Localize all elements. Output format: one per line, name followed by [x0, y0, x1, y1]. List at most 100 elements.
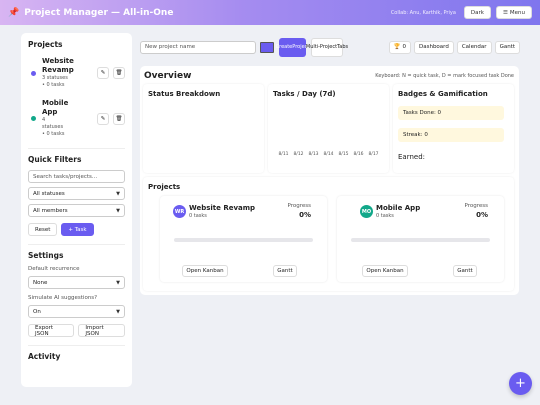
- divider: [28, 244, 125, 245]
- reset-button[interactable]: Reset: [28, 223, 58, 236]
- add-task-button[interactable]: + Task: [61, 223, 94, 236]
- chart-tick-label: 8/14: [323, 151, 333, 157]
- dashboard-button[interactable]: Dashboard: [413, 40, 454, 54]
- json-actions: Export JSON Import JSON: [28, 324, 125, 337]
- status-breakdown-card: Status Breakdown: [143, 84, 264, 173]
- multi-project-tabs-button[interactable]: Multi- Project Tabs: [306, 37, 348, 57]
- chart-tick-label: 8/13: [308, 151, 318, 157]
- project-name: App: [42, 108, 58, 116]
- chevron-down-icon: ▼: [116, 207, 120, 214]
- collaborators-text: Collab: Anu, Karthik, Priya: [390, 9, 456, 16]
- settings-title: Settings: [28, 251, 64, 260]
- divider: [28, 345, 125, 346]
- multi-label-line1: Multi-: [305, 44, 320, 50]
- project-color-picker[interactable]: [260, 41, 274, 53]
- gantt-button[interactable]: Gantt: [273, 265, 297, 277]
- avatar: WR: [173, 205, 186, 218]
- status-filter-select[interactable]: All statuses ▼: [28, 187, 125, 200]
- project-card-tasks: 0 tasks: [376, 213, 394, 219]
- project-name: Revamp: [42, 66, 74, 74]
- add-fab-button[interactable]: +: [509, 372, 532, 395]
- create-project-button[interactable]: Create Project: [275, 37, 310, 57]
- keyboard-hint: Keyboard: N = quick task, D = mark focus…: [375, 73, 514, 79]
- project-card-mobile-app: MO Mobile App 0 tasks Progress 0% Open K…: [337, 196, 504, 282]
- progress-bar: [351, 238, 490, 242]
- projects-section-title: Projects: [148, 183, 181, 191]
- hamburger-icon: ☰: [502, 9, 508, 16]
- streak-badge: Streak: 0: [398, 128, 504, 142]
- progress-label: Progress: [287, 203, 311, 209]
- divider: [28, 148, 125, 149]
- sidebar-project-mobile-app[interactable]: Mobile App 4 statuses • 0 tasks ✎ 🗑: [28, 99, 125, 138]
- chart-tick-label: 8/11: [278, 151, 288, 157]
- quick-filters-title: Quick Filters: [28, 155, 82, 164]
- member-filter-value: All members: [33, 207, 68, 214]
- gantt-button[interactable]: Gantt: [494, 40, 520, 54]
- new-project-input[interactable]: New project name: [140, 40, 256, 54]
- edit-project-button[interactable]: ✎: [97, 112, 109, 125]
- ai-suggestions-value: On: [33, 308, 41, 315]
- top-bar: 📌 Project Manager — All-in-One Collab: A…: [0, 0, 540, 25]
- dark-mode-button[interactable]: Dark: [463, 6, 491, 19]
- gantt-button[interactable]: Gantt: [453, 265, 477, 277]
- project-statuses: 3 statuses: [42, 75, 68, 81]
- chevron-down-icon: ▼: [116, 279, 120, 286]
- pin-icon: 📌: [8, 7, 20, 18]
- calendar-button[interactable]: Calendar: [456, 40, 492, 54]
- overview-panel: Overview Keyboard: N = quick task, D = m…: [140, 66, 519, 295]
- chevron-down-icon: ▼: [116, 308, 120, 315]
- project-info: Mobile App 4 statuses • 0 tasks: [42, 99, 93, 138]
- chart-tick-label: 8/17: [368, 151, 378, 157]
- recurrence-select[interactable]: None ▼: [28, 276, 125, 289]
- menu-button[interactable]: ☰ Menu: [495, 6, 532, 19]
- progress-value: 0%: [299, 211, 311, 219]
- overview-title: Overview: [144, 71, 192, 81]
- menu-label: Menu: [509, 9, 525, 16]
- tasks-per-day-chart: 8/11 8/12 8/13 8/14 8/15 8/16 8/17: [278, 151, 378, 157]
- multi-label-line3: Tabs: [337, 44, 349, 50]
- activity-title: Activity: [28, 352, 61, 361]
- recurrence-value: None: [33, 279, 48, 286]
- project-card-tasks: 0 tasks: [189, 213, 207, 219]
- badges-card: Badges & Gamification Tasks Done: 0 Stre…: [393, 84, 514, 173]
- create-label-line2: Project: [292, 44, 310, 50]
- trash-icon: 🗑: [115, 70, 123, 76]
- trash-icon: 🗑: [115, 115, 123, 122]
- earned-label: Earned:: [398, 153, 426, 161]
- delete-project-button[interactable]: 🗑: [113, 67, 125, 79]
- tasks-done-badge: Tasks Done: 0: [398, 106, 504, 120]
- open-kanban-button[interactable]: Open Kanban: [182, 265, 228, 277]
- project-card-name: Mobile App: [376, 204, 421, 212]
- chart-tick-label: 8/16: [353, 151, 363, 157]
- tasks-per-day-title: Tasks / Day (7d): [273, 90, 336, 98]
- progress-value: 0%: [476, 211, 488, 219]
- project-color-dot: [31, 116, 36, 121]
- status-filter-value: All statuses: [33, 190, 65, 197]
- export-json-button[interactable]: Export JSON: [28, 324, 75, 337]
- create-label-line1: Create: [275, 44, 293, 50]
- project-tasks: • 0 tasks: [42, 131, 65, 137]
- project-color-dot: [31, 70, 36, 76]
- projects-title: Projects: [28, 40, 63, 49]
- ai-suggestions-select[interactable]: On ▼: [28, 305, 125, 318]
- sidebar-project-website-revamp[interactable]: Website Revamp 3 statuses • 0 tasks ✎ 🗑: [28, 57, 125, 89]
- filter-actions: Reset + Task: [28, 223, 125, 236]
- topbar-actions: Collab: Anu, Karthik, Priya Dark ☰ Menu: [391, 6, 532, 19]
- member-filter-select[interactable]: All members ▼: [28, 204, 125, 217]
- project-name: Website: [42, 57, 74, 65]
- chart-tick-label: 8/12: [293, 151, 303, 157]
- sidebar: Projects Website Revamp 3 statuses • 0 t…: [21, 33, 132, 387]
- import-json-button[interactable]: Import JSON: [78, 324, 125, 337]
- project-tasks: • 0 tasks: [42, 82, 65, 88]
- trophy-button[interactable]: 🏆 0: [388, 40, 411, 54]
- project-statuses: 4: [42, 117, 46, 123]
- delete-project-button[interactable]: 🗑: [113, 112, 125, 125]
- avatar: MO: [360, 205, 373, 218]
- view-switcher: 🏆 0 Dashboard Calendar Gantt: [388, 40, 520, 54]
- ai-suggestions-label: Simulate AI suggestions?: [28, 295, 98, 301]
- edit-project-button[interactable]: ✎: [97, 67, 109, 79]
- main-toolbar: New project name Create Project Multi- P…: [140, 37, 520, 57]
- open-kanban-button[interactable]: Open Kanban: [362, 265, 408, 277]
- search-input[interactable]: Search tasks/projects...: [28, 170, 125, 183]
- multi-label-line2: Project: [319, 44, 338, 50]
